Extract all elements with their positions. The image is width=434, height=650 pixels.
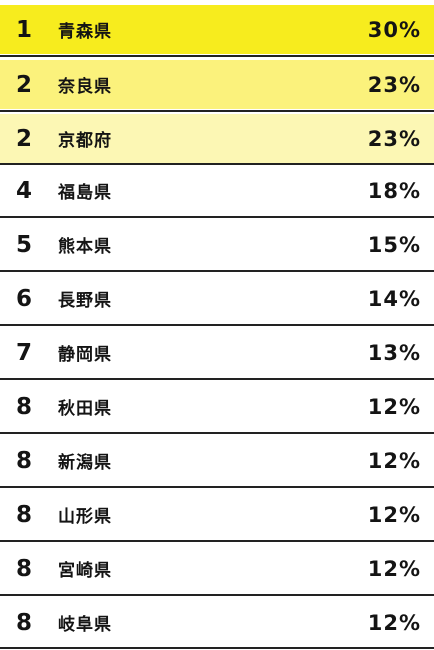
prefecture-name: 秋田県 (58, 399, 112, 419)
row-divider (0, 110, 434, 112)
percentage-value: 12% (367, 502, 421, 527)
rank-number: 2 (15, 71, 32, 98)
row-divider (0, 324, 434, 326)
rank-number: 7 (15, 339, 32, 366)
percentage-value: 12% (367, 556, 421, 581)
ranking-row: 2 京都府 23% (0, 114, 434, 163)
percentage-value: 23% (367, 126, 421, 151)
prefecture-name: 静岡県 (58, 345, 112, 365)
row-divider (0, 270, 434, 272)
prefecture-name: 奈良県 (58, 77, 112, 97)
ranking-row: 2 奈良県 23% (0, 60, 434, 109)
percentage-value: 14% (367, 286, 421, 311)
percentage-value: 30% (367, 17, 421, 42)
prefecture-name: 福島県 (58, 183, 112, 203)
rank-number: 8 (15, 555, 32, 582)
ranking-row: 7 静岡県 13% (0, 328, 434, 377)
ranking-row: 8 宮崎県 12% (0, 544, 434, 593)
row-divider (0, 432, 434, 434)
rank-number: 2 (15, 125, 32, 152)
ranking-row: 6 長野県 14% (0, 274, 434, 323)
ranking-row: 4 福島県 18% (0, 166, 434, 215)
ranking-row: 8 秋田県 12% (0, 382, 434, 431)
row-divider (0, 216, 434, 218)
prefecture-name: 宮崎県 (58, 561, 112, 581)
percentage-value: 15% (367, 232, 421, 257)
prefecture-name: 山形県 (58, 507, 112, 527)
row-divider (0, 540, 434, 542)
rank-number: 5 (15, 231, 32, 258)
prefecture-name: 新潟県 (58, 453, 112, 473)
rank-number: 8 (15, 393, 32, 420)
percentage-value: 18% (367, 178, 421, 203)
rank-number: 8 (15, 609, 32, 636)
rank-number: 8 (15, 447, 32, 474)
prefecture-name: 岐阜県 (58, 615, 112, 635)
ranking-row: 8 新潟県 12% (0, 436, 434, 485)
rank-number: 6 (15, 285, 32, 312)
percentage-value: 12% (367, 610, 421, 635)
row-divider (0, 594, 434, 596)
ranking-row: 1 青森県 30% (0, 5, 434, 54)
prefecture-name: 青森県 (58, 22, 112, 42)
rank-number: 1 (15, 16, 32, 43)
row-divider (0, 55, 434, 57)
row-divider (0, 163, 434, 165)
prefecture-name: 熊本県 (58, 237, 112, 257)
prefecture-name: 京都府 (58, 131, 112, 151)
rank-number: 4 (15, 177, 32, 204)
rank-number: 8 (15, 501, 32, 528)
ranking-row: 8 山形県 12% (0, 490, 434, 539)
row-divider (0, 647, 434, 649)
ranking-row: 5 熊本県 15% (0, 220, 434, 269)
row-divider (0, 378, 434, 380)
percentage-value: 12% (367, 394, 421, 419)
row-divider (0, 486, 434, 488)
percentage-value: 13% (367, 340, 421, 365)
prefecture-name: 長野県 (58, 291, 112, 311)
percentage-value: 12% (367, 448, 421, 473)
percentage-value: 23% (367, 72, 421, 97)
ranking-row: 8 岐阜県 12% (0, 598, 434, 647)
